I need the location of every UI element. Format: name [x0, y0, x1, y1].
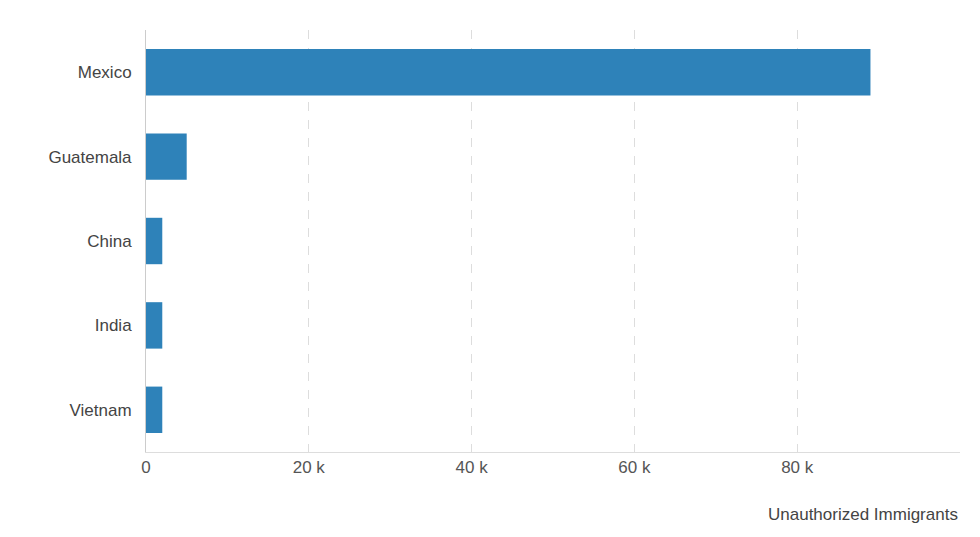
svg-text:Vietnam: Vietnam [70, 401, 132, 420]
svg-text:Mexico: Mexico [78, 63, 132, 82]
svg-text:Unauthorized Immigrants: Unauthorized Immigrants [768, 505, 958, 524]
svg-text:40 k: 40 k [456, 458, 489, 477]
svg-text:China: China [87, 232, 132, 251]
svg-text:India: India [95, 316, 132, 335]
svg-text:0: 0 [141, 458, 150, 477]
svg-text:Guatemala: Guatemala [48, 148, 132, 167]
svg-text:80 k: 80 k [781, 458, 814, 477]
svg-text:20 k: 20 k [293, 458, 326, 477]
svg-text:60 k: 60 k [618, 458, 651, 477]
